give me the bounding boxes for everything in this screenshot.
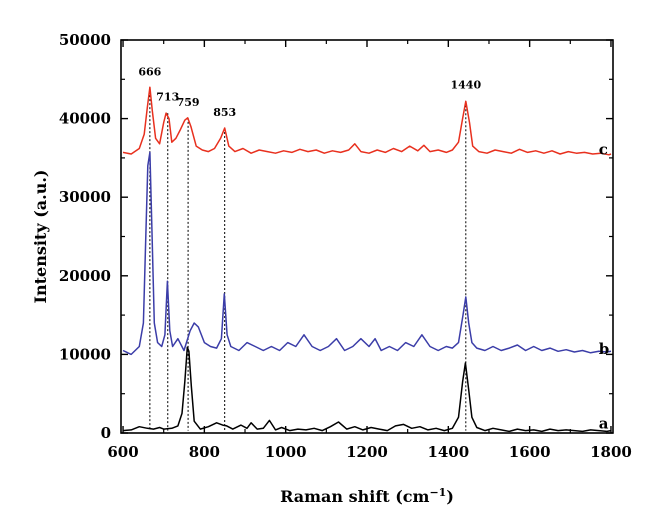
- x-tick-label: 1600: [509, 443, 551, 461]
- spectrum-line-a: [122, 346, 612, 433]
- x-tick-label: 800: [189, 443, 220, 461]
- series-label-a: a: [599, 415, 609, 433]
- peak-label: 713: [156, 91, 179, 104]
- x-tick-label: 1800: [590, 443, 632, 461]
- series-label-c: c: [599, 140, 608, 158]
- x-tick-label: 1000: [265, 443, 307, 461]
- x-tick-label: 600: [107, 443, 138, 461]
- x-axis-title-close: ): [446, 487, 454, 506]
- peak-label: 1440: [450, 79, 481, 92]
- x-tick-label: 1400: [427, 443, 469, 461]
- x-axis-title-sup: −1: [429, 486, 446, 499]
- peak-label: 853: [213, 106, 236, 119]
- y-tick-label: 10000: [59, 345, 111, 363]
- y-tick-label: 30000: [59, 188, 111, 206]
- x-axis-title-main: Raman shift (cm: [280, 487, 429, 506]
- x-tick-label: 1200: [346, 443, 388, 461]
- y-axis-title: Intensity (a.u.): [31, 170, 50, 304]
- y-tick-label: 20000: [59, 267, 111, 285]
- series-label-b: b: [599, 340, 610, 358]
- y-tick-label: 0: [101, 424, 111, 442]
- x-axis-title: Raman shift (cm−1): [280, 486, 454, 507]
- y-tick-label: 50000: [59, 31, 111, 49]
- spectrum-line-c: [122, 86, 612, 156]
- plot-area: 600 800 1000 1200 1400 1600 1800 0 10000 20000 300…: [59, 31, 632, 461]
- peak-label: 759: [177, 96, 200, 109]
- peak-label: 666: [138, 65, 161, 78]
- y-tick-label: 40000: [59, 110, 111, 128]
- spectrum-line-b: [122, 151, 612, 356]
